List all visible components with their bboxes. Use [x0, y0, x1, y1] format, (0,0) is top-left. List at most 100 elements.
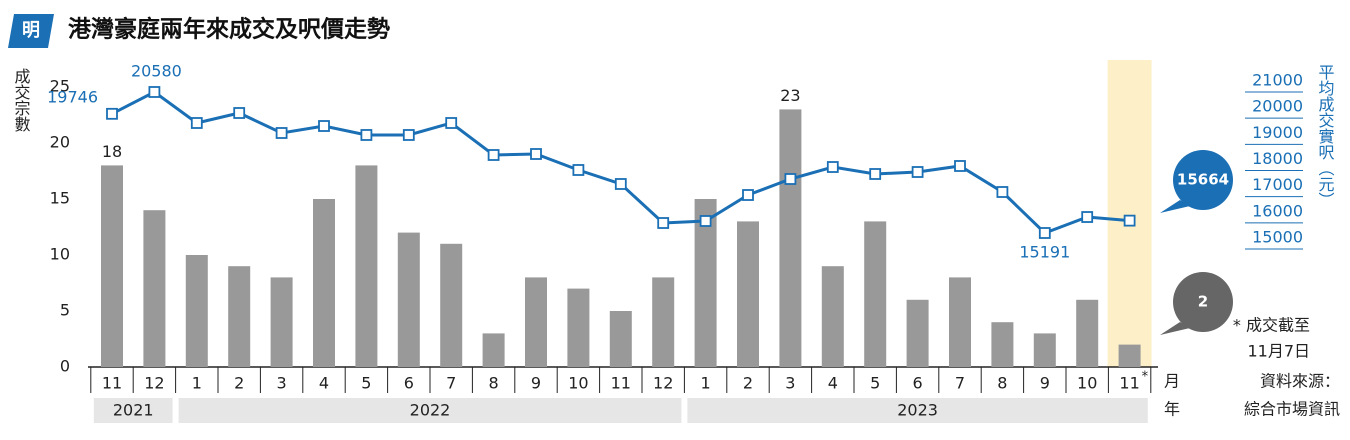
source-line: 綜合市場資訊 — [1244, 400, 1340, 419]
x-tick-label: 10 — [1077, 374, 1097, 393]
bar — [609, 311, 632, 367]
bar-value-label: 18 — [102, 142, 122, 161]
year-label: 2021 — [113, 401, 154, 420]
y2-tick-label: 17000 — [1252, 175, 1303, 194]
year-label: 2022 — [410, 401, 451, 420]
line-marker — [1081, 211, 1094, 223]
x-tick-label: 11 — [102, 374, 122, 393]
line-marker — [911, 166, 924, 178]
line-marker — [826, 161, 839, 173]
x-tick-label: 7 — [446, 374, 456, 393]
x-tick-label: 4 — [319, 374, 329, 393]
y2-tick-label: 18000 — [1252, 149, 1303, 168]
line-marker — [233, 107, 246, 119]
line-marker — [784, 173, 797, 185]
y2-tick-label: 19000 — [1252, 123, 1303, 142]
bar — [355, 165, 378, 367]
x-tick-label: 9 — [531, 374, 541, 393]
y2-tick-label: 16000 — [1252, 201, 1303, 220]
logo: 明 — [8, 14, 54, 48]
x-tick-label: 1 — [701, 374, 711, 393]
x-tick-label: 5 — [870, 374, 880, 393]
year-box — [93, 398, 173, 423]
bar — [864, 221, 887, 367]
x-tick-label: 4 — [828, 374, 838, 393]
y-axis-title: 成交宗數 — [12, 68, 31, 132]
x-tick-label: 5 — [361, 374, 371, 393]
y-tick-label: 25 — [50, 77, 70, 96]
y2-tick-label: 20000 — [1252, 97, 1303, 116]
year-unit: 年 — [1164, 400, 1180, 419]
line-marker — [954, 160, 966, 172]
year-box — [178, 398, 682, 423]
bubble-circle — [1173, 272, 1233, 332]
bubble-label: 15664 — [1177, 171, 1229, 189]
y-tick-label: 20 — [50, 133, 70, 152]
bar — [1076, 299, 1099, 367]
line-marker — [572, 164, 585, 176]
bar — [949, 277, 971, 367]
bar — [694, 199, 717, 367]
logo-text: 明 — [22, 20, 40, 41]
bar — [143, 210, 166, 367]
line-marker — [996, 186, 1009, 198]
line-marker — [275, 127, 288, 139]
x-tick-label: 3 — [277, 374, 287, 393]
line — [111, 90, 1130, 235]
bar — [991, 322, 1014, 367]
y2-tick-label: 21000 — [1252, 71, 1303, 90]
line-marker — [360, 129, 373, 141]
logo-badge — [8, 14, 54, 48]
bar — [567, 288, 590, 367]
bar — [821, 266, 844, 367]
x-tick-label: 6 — [913, 374, 923, 393]
line-value-label: 15191 — [1019, 243, 1070, 262]
bar — [779, 109, 802, 368]
line-value-label: 19746 — [47, 87, 98, 106]
line-marker — [657, 217, 670, 229]
x-tick-label: 8 — [997, 374, 1007, 393]
year-box — [687, 398, 1148, 423]
x-tick-label: 11 — [1119, 374, 1139, 393]
line-marker — [1123, 214, 1136, 227]
bar — [185, 255, 208, 367]
bar-value-label: 23 — [780, 86, 800, 105]
line-marker — [445, 117, 458, 129]
bubble-circle — [1173, 150, 1233, 210]
chart-title: 港灣豪庭兩年來成交及呎價走勢 — [68, 16, 390, 43]
price-bubble: 15664 — [1160, 150, 1233, 213]
line-marker — [106, 107, 118, 120]
y-tick-label: 10 — [50, 245, 70, 264]
bar — [313, 199, 335, 367]
x-tick-label: 12 — [653, 374, 673, 393]
line-marker — [869, 168, 882, 180]
bubble-shape — [1160, 322, 1190, 335]
x-tick-label: 9 — [1040, 374, 1050, 393]
bar — [228, 266, 251, 367]
line-marker — [148, 86, 161, 98]
bar — [397, 232, 420, 367]
line-marker — [530, 148, 542, 160]
bar — [652, 277, 675, 367]
y-tick-label: 5 — [60, 301, 70, 320]
x-tick-label: 7 — [955, 374, 965, 393]
y-tick-label: 0 — [60, 357, 70, 376]
x-tick-label: 6 — [404, 374, 414, 393]
bar — [440, 243, 463, 367]
note-marker: * — [1142, 370, 1149, 385]
x-tick-label: 8 — [489, 374, 499, 393]
line-marker — [318, 120, 330, 132]
year-label: 2023 — [897, 401, 938, 420]
highlight-band — [1107, 60, 1152, 367]
bar — [101, 165, 123, 367]
x-tick-label: 1 — [192, 374, 202, 393]
bar — [482, 333, 505, 367]
x-tick-label: 11 — [611, 374, 631, 393]
y2-tick-label: 15000 — [1252, 228, 1303, 247]
bar — [737, 221, 759, 367]
x-tick-label: 12 — [144, 374, 164, 393]
note-line: 11月7日 — [1247, 342, 1310, 361]
x-tick-label: 3 — [785, 374, 795, 393]
line-marker — [1038, 227, 1051, 239]
